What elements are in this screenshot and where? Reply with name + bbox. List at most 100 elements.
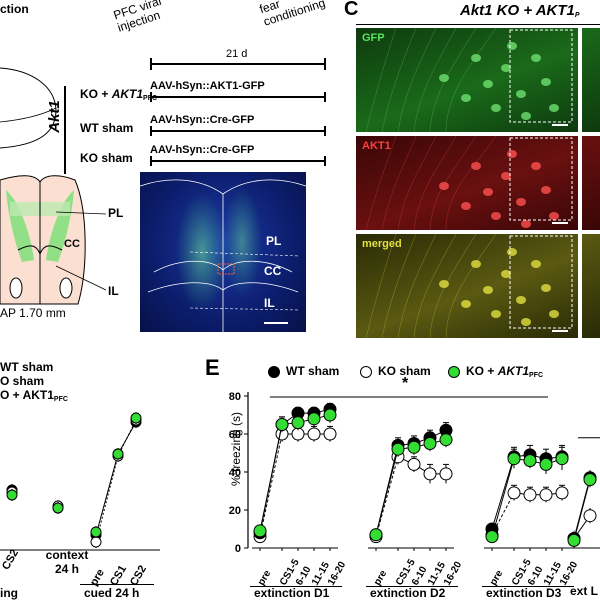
cell-body (549, 310, 559, 318)
timeline-header-conditioning: fear conditioning (257, 0, 327, 29)
timeline-row-virus: AAV-hSyn::Cre-GFP (150, 114, 255, 126)
significance-marker: * (402, 375, 409, 392)
channel-scale-bar (552, 222, 568, 224)
group-label: extinction D2 (370, 586, 446, 600)
series-line (397, 456, 446, 475)
cell-body (439, 74, 449, 82)
panel-d-legend-item: WT sham (0, 360, 53, 374)
anatomy-label-cc: CC (64, 238, 80, 250)
panel-d-legend-main: O + AKT1 (0, 388, 54, 402)
panel-e-plot: 0 20 40 60 80 (229, 391, 600, 555)
timeline-row-line (150, 96, 326, 98)
coronal-micrograph: PL CC IL (140, 172, 306, 332)
ext-fragment-label: ext L (570, 584, 599, 598)
timeline-header-injection: PFC viral injection (111, 0, 163, 35)
data-point (523, 454, 537, 468)
panel-d-line (95, 419, 137, 543)
anatomy-coordinate: AP 1.70 mm (0, 306, 66, 320)
group-label: extinction D3 (486, 586, 562, 600)
panel-d-legend-sub: PFC (53, 396, 68, 403)
timeline-row-tick-start (150, 126, 152, 136)
channel-inset-panel (582, 136, 600, 230)
timeline-row-tick-start (150, 92, 152, 102)
neurite (397, 234, 437, 338)
data-point (275, 418, 289, 431)
legend-marker-icon (360, 366, 372, 378)
cell-body (461, 202, 471, 210)
neurite (413, 136, 457, 230)
channel-inset-panel (582, 234, 600, 338)
cell-body (541, 186, 551, 194)
series-line (513, 458, 563, 465)
channel-cells (365, 136, 573, 230)
neurite (365, 234, 397, 338)
legend-label: KO + AKT1PFC (466, 364, 543, 379)
cell-body (483, 188, 493, 196)
timeline-row-line (150, 130, 326, 132)
cell-body (541, 284, 551, 292)
panel-d-point (130, 412, 142, 424)
data-point (253, 524, 267, 538)
cell-body (471, 162, 481, 170)
data-point-fragment (567, 533, 581, 547)
data-point (323, 408, 337, 422)
timeline-row-label: WT sham (80, 121, 133, 135)
data-point (307, 427, 321, 441)
channel-scale-bar (552, 124, 568, 126)
data-point (507, 452, 521, 466)
cell-body (471, 260, 481, 268)
cell-body (491, 104, 501, 112)
series-line-fragment (573, 479, 591, 541)
neurite (445, 234, 497, 338)
panel-d-point (90, 536, 102, 548)
micrograph-label-il: IL (264, 296, 275, 310)
cell-body (549, 104, 559, 112)
cell-body (516, 198, 526, 206)
data-point (423, 437, 437, 450)
channel-label: AKT1 (362, 140, 391, 152)
data-point (307, 412, 321, 426)
series-line (491, 456, 515, 530)
series-line (375, 449, 399, 535)
timeline-row-tick-end (324, 156, 326, 166)
inset-box (509, 235, 573, 329)
coronal-section-diagram (0, 175, 107, 305)
cell-body (461, 94, 471, 102)
cell-body (516, 296, 526, 304)
timeline-row-tick-end (324, 126, 326, 136)
cell-body (531, 54, 541, 62)
micrograph-scale-bar (264, 322, 288, 324)
timeline-duration: 21 d (226, 48, 248, 60)
panel-d-group-label: ing (0, 586, 18, 600)
group-rule (482, 586, 574, 587)
timeline-axis (150, 58, 326, 70)
neurite (381, 234, 417, 338)
panel-e-letter: E (205, 355, 220, 380)
panel-d-point (52, 502, 64, 514)
series-line (259, 433, 283, 537)
panel-d-group-label: context 24 h (45, 548, 89, 576)
panel-d-legend-main: WT sham (0, 360, 54, 374)
neurite (413, 28, 457, 132)
panel-a-title: ction (0, 2, 29, 16)
panel-d-legend-item: O sham (0, 374, 44, 388)
neurite (365, 136, 397, 230)
micrograph-label-pl: PL (266, 234, 282, 248)
legend-label-main: WT sham (286, 364, 340, 378)
legend-label: KO sham (378, 364, 431, 378)
cell-body (439, 280, 449, 288)
panel-d-legend-item: O + AKT1PFC (0, 388, 68, 403)
timeline-row-label: KO sham (80, 151, 133, 165)
timeline-gene-bracket (64, 86, 66, 174)
legend-marker-icon (268, 366, 280, 378)
cell-body (521, 220, 531, 228)
data-point-fragment (583, 509, 597, 523)
channel-panel: GFP (356, 28, 578, 132)
series-line (375, 456, 399, 537)
data-point-fragment (583, 473, 597, 487)
y-tick-label: 80 (229, 391, 241, 403)
panel-d-plot (0, 412, 160, 551)
series-line (491, 458, 515, 537)
cell-body (501, 270, 511, 278)
neurite (397, 28, 437, 132)
